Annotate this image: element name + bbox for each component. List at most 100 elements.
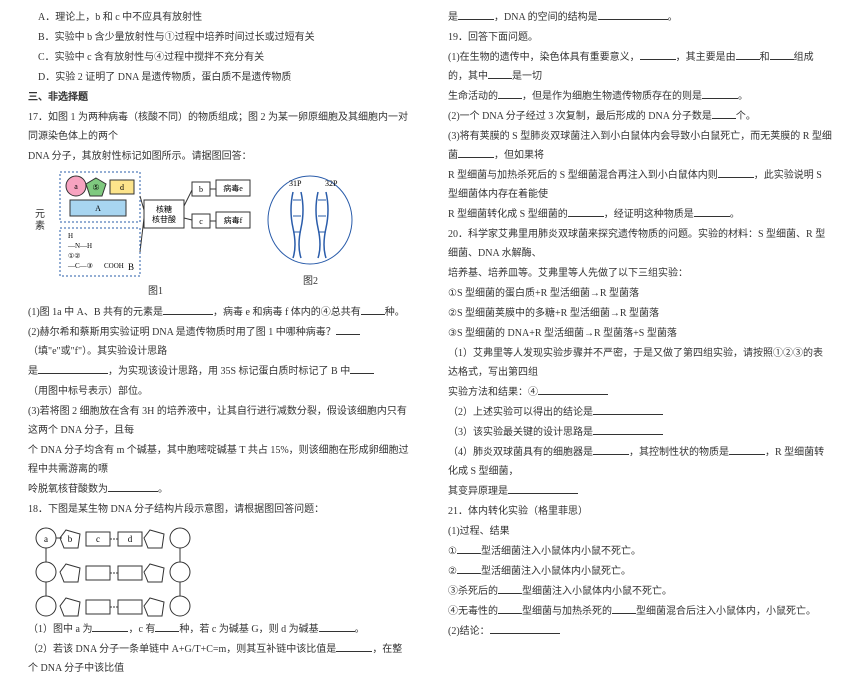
blank: [593, 423, 663, 435]
svg-text:a: a: [74, 182, 78, 191]
q20-c2: ②S 型细菌荚膜中的多糖+R 型活细菌→R 型菌落: [448, 304, 832, 323]
q21-1a: ① 型活细菌注入小鼠体内小鼠不死亡。: [448, 542, 832, 561]
q19-2-b: 个。: [736, 111, 756, 122]
svg-text:核苷酸: 核苷酸: [152, 214, 176, 224]
blank: [702, 87, 738, 99]
blank: [718, 166, 754, 178]
figure-dna-svg: a b c d: [28, 520, 288, 620]
q20-4-b: ，其控制性状的物质是: [629, 447, 729, 458]
q17-line2: DNA 分子，其放射性标记如图所示。请据图回答：: [28, 147, 412, 166]
blank: [336, 323, 360, 335]
option-d: D．实验 2 证明了 DNA 是遗传物质，蛋白质不是遗传物质: [28, 68, 412, 87]
q21-c-t: (2)结论：: [448, 626, 490, 637]
option-c: C．实验中 c 含有放射性与④过程中搅拌不充分有关: [28, 48, 412, 67]
q19-3-g: 。: [730, 209, 740, 220]
blank: [593, 443, 629, 455]
right-column: 是，DNA 的空间的结构是。 19．回答下面问题。 (1)在生物的遗传中，染色体…: [430, 0, 860, 608]
svg-text:病毒e: 病毒e: [223, 183, 243, 193]
q20-4-a: （4）肺炎双球菌具有的细胞器是: [448, 447, 593, 458]
q20-1-b: 实验方法和结果：④: [448, 387, 538, 398]
svg-text:d: d: [128, 534, 133, 544]
q18-1: （1）图中 a 为，c 有种，若 c 为碱基 G，则 d 为碱基。: [28, 620, 412, 639]
blank: [490, 622, 560, 634]
svg-text:—C—③: —C—③: [67, 262, 93, 270]
svg-text:H: H: [68, 232, 73, 240]
blank: [319, 620, 355, 632]
left-column: A．理论上，b 和 c 中不应具有放射性 B．实验中 b 含少量放射性与①过程中…: [0, 0, 430, 608]
q21-1-b: 型活细菌注入小鼠体内小鼠不死亡。: [481, 546, 641, 557]
svg-text:核糖: 核糖: [156, 204, 172, 214]
q20-b: 培养基、培养皿等。艾弗里等人先做了以下三组实验：: [448, 264, 832, 283]
q20-4-d: 其变异原理是: [448, 486, 508, 497]
option-b: B．实验中 b 含少量放射性与①过程中培养时间过长或过短有关: [28, 28, 412, 47]
section-3-title: 三、非选择题: [28, 88, 412, 107]
blank: [108, 480, 158, 492]
svg-text:a: a: [44, 534, 48, 544]
q19-3-c: R 型细菌与加热杀死后的 S 型细菌混合再注入到小白鼠体内则: [448, 170, 718, 181]
q19-3-b: ，但如果将: [494, 150, 544, 161]
blank: [568, 205, 604, 217]
q17-3a: (3)若将图 2 细胞放在含有 3H 的培养液中，让其自行进行减数分裂，假设该细…: [28, 402, 412, 440]
blank: [488, 67, 512, 79]
q18-1-d: 。: [355, 624, 365, 635]
fig1-label: 图1: [148, 282, 163, 301]
svg-text:①②: ①②: [68, 252, 81, 260]
q20-3-t: （3）该实验最关键的设计思路是: [448, 427, 593, 438]
q21-1-a: ①: [448, 546, 457, 557]
q20-1b: 实验方法和结果：④: [448, 383, 832, 402]
svg-text:—N—H: —N—H: [67, 242, 92, 250]
q17-2-c: 是: [28, 366, 38, 377]
q18-1-a: （1）图中 a 为: [28, 624, 92, 635]
figure-2-svg: 32P 31P: [263, 170, 358, 270]
r1: 是，DNA 的空间的结构是。: [448, 8, 832, 27]
q17-2-a: (2)赫尔希和蔡斯用实验证明 DNA 是遗传物质时用了图 1 中哪种病毒？: [28, 327, 336, 338]
q18-2-a: （2）若该 DNA 分子一条单链中 A+G/T+C=m，则其互补链中该比值是: [28, 644, 336, 655]
blank: [336, 640, 372, 652]
q19-3c: R 型细菌转化成 S 型细菌的，经证明这种物质是。: [448, 205, 832, 224]
q17-2-d: ，为实现该设计思路，用 35S 标记蛋白质时标记了 B 中: [108, 366, 350, 377]
q19-1-c: 和: [760, 52, 770, 63]
svg-text:b: b: [199, 185, 203, 194]
q17-1: (1)图 1a 中 A、B 共有的元素是，病毒 e 和病毒 f 体内的④总共有种…: [28, 303, 412, 322]
figure-row: 元素 a ⑤ d A 核糖 核苷酸 H: [28, 170, 412, 301]
q17-1-c: 种。: [385, 307, 405, 318]
blank: [458, 146, 494, 158]
blank: [457, 562, 481, 574]
blank: [498, 582, 522, 594]
blank: [736, 48, 760, 60]
blank: [694, 205, 730, 217]
q21-3a: ③杀死后的型细菌注入小鼠体内小鼠不死亡。: [448, 582, 832, 601]
q18-2: （2）若该 DNA 分子一条单链中 A+G/T+C=m，则其互补链中该比值是，在…: [28, 640, 412, 678]
blank: [38, 362, 108, 374]
q19-2-a: (2)一个 DNA 分子经过 3 次复制，最后形成的 DNA 分子数是: [448, 111, 712, 122]
q21: 21．体内转化实验（格里菲思）: [448, 502, 832, 521]
blank: [729, 443, 765, 455]
r1-b: ，DNA 的空间的结构是: [494, 12, 598, 23]
q20-4a: （4）肺炎双球菌具有的细胞器是，其控制性状的物质是，R 型细菌转化成 S 型细菌…: [448, 443, 832, 481]
svg-text:d: d: [120, 183, 124, 192]
q18-1-c: 种，若 c 为碱基 G，则 d 为碱基: [179, 624, 318, 635]
svg-text:A: A: [95, 204, 101, 213]
q21-1: (1)过程、结果: [448, 522, 832, 541]
q20-a: 20．科学家艾弗里用肺炎双球菌来探究遗传物质的问题。实验的材料：S 型细菌、R …: [448, 225, 832, 263]
blank: [155, 620, 179, 632]
q17-2a: (2)赫尔希和蔡斯用实验证明 DNA 是遗传物质时用了图 1 中哪种病毒？（填"…: [28, 323, 412, 361]
figure-1: a ⑤ d A 核糖 核苷酸 H —N—H ①② —C—③ COOH: [58, 170, 253, 301]
blank: [498, 87, 522, 99]
svg-text:COOH: COOH: [104, 262, 124, 270]
svg-text:病毒f: 病毒f: [224, 215, 243, 225]
figure-2: 32P 31P 图2: [263, 170, 358, 291]
q21-4a: ④无毒性的型细菌与加热杀死的型细菌混合后注入小鼠体内，小鼠死亡。: [448, 602, 832, 621]
q19-3a: (3)将有荚膜的 S 型肺炎双球菌注入到小白鼠体内会导致小白鼠死亡，而无荚膜的 …: [448, 127, 832, 165]
q21-2-a: ②: [448, 566, 457, 577]
q19: 19．回答下面问题。: [448, 28, 832, 47]
q19-1b: 生命活动的，但是作为细胞生物遗传物质存在的则是。: [448, 87, 832, 106]
figure-dna: a b c d: [28, 520, 412, 620]
q19-2: (2)一个 DNA 分子经过 3 次复制，最后形成的 DNA 分子数是 个。: [448, 107, 832, 126]
svg-text:31P: 31P: [289, 179, 302, 188]
q17-line1: 17．如图 1 为两种病毒（核酸不同）的物质组成；图 2 为某一卵原细胞及其细胞…: [28, 108, 412, 146]
q19-1-a: (1)在生物的遗传中，染色体具有重要意义，: [448, 52, 640, 63]
q21-3-a: ③杀死后的: [448, 586, 498, 597]
q20-1a: （1）艾弗里等人发现实验步骤并不严密，于是又做了第四组实验，请按照①②③的表达格…: [448, 344, 832, 382]
blank: [770, 48, 794, 60]
